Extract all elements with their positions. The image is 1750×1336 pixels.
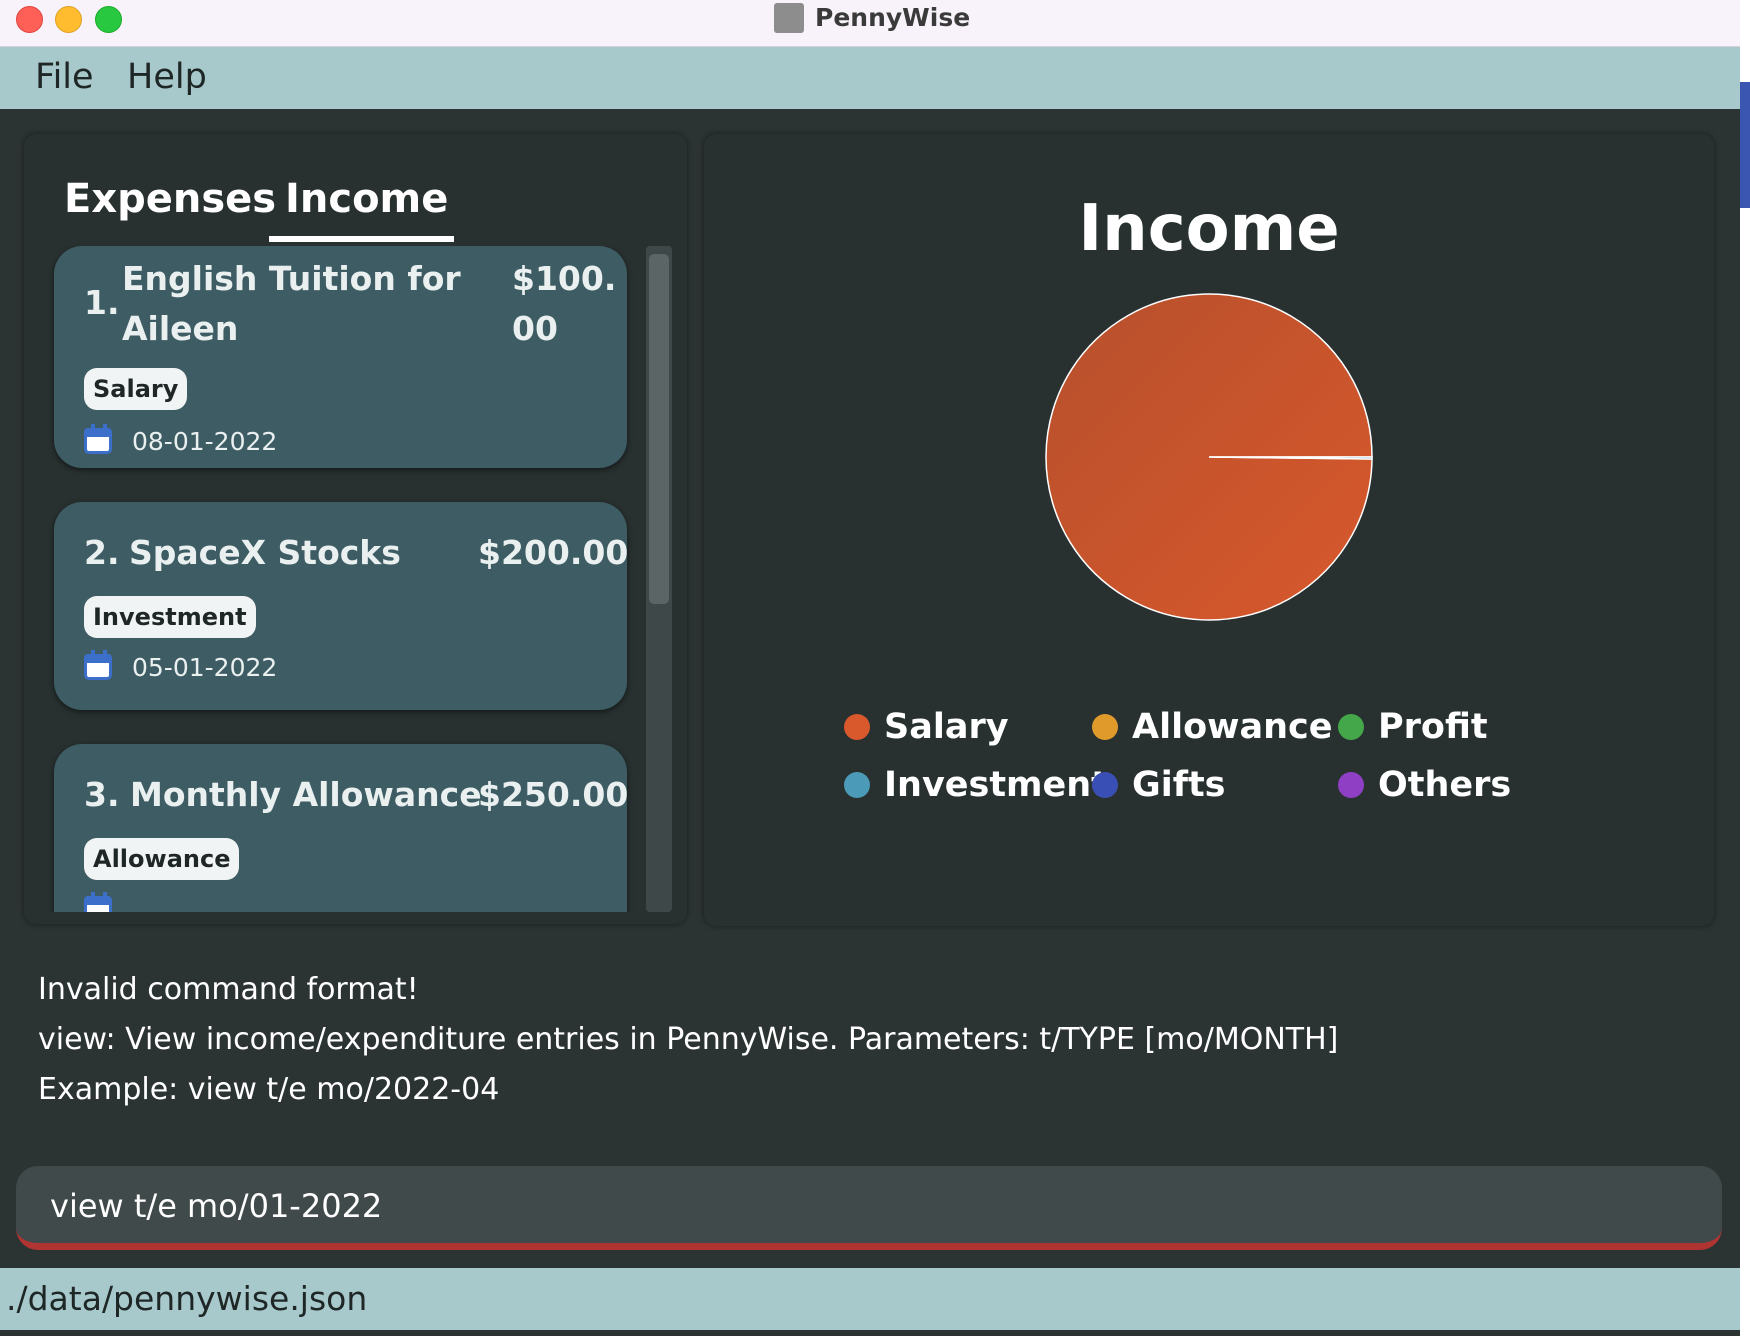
- legend-label: Salary: [884, 707, 1009, 747]
- result-line: view: View income/expenditure entries in…: [38, 1022, 1339, 1057]
- entry-title: Monthly Allowance: [130, 775, 482, 814]
- background-window-edge: [1740, 82, 1750, 208]
- calendar-icon: [84, 424, 112, 454]
- legend-dot-icon: [844, 772, 870, 798]
- calendar-icon: [84, 892, 112, 912]
- title-bar: PennyWise: [0, 0, 1740, 47]
- entry-card[interactable]: 3. Monthly Allowance $250.00 Allowance: [54, 744, 629, 912]
- legend-dot-icon: [1092, 714, 1118, 740]
- result-line: Invalid command format!: [38, 972, 419, 1007]
- command-box: [16, 1166, 1722, 1250]
- legend-label: Allowance: [1132, 707, 1333, 747]
- entry-index: 3.: [84, 775, 120, 814]
- legend-label: Investment: [884, 765, 1108, 805]
- legend-label: Profit: [1378, 707, 1488, 747]
- category-tag: Allowance: [84, 838, 240, 880]
- entry-list-panel: Expenses Income 1. English Tuition for A…: [24, 134, 687, 924]
- legend-dot-icon: [1338, 772, 1364, 798]
- menu-help[interactable]: Help: [127, 57, 207, 97]
- entry-list[interactable]: 1. English Tuition for Aileen $100. 00 S…: [24, 246, 687, 912]
- entry-title: English Tuition for Aileen: [122, 259, 461, 348]
- pie-slice-investment: [1208, 456, 1373, 460]
- legend-dot-icon: [844, 714, 870, 740]
- tab-expenses[interactable]: Expenses: [64, 176, 277, 222]
- category-tag: Investment: [84, 596, 256, 638]
- app-logo-icon: [774, 3, 804, 33]
- entry-card[interactable]: 2. SpaceX Stocks $200.00 Investment 05-0…: [54, 502, 629, 710]
- entry-title: SpaceX Stocks: [129, 533, 401, 572]
- result-display: Invalid command format! view: View incom…: [38, 965, 1698, 1115]
- minimize-window-button[interactable]: [55, 6, 82, 33]
- entry-card[interactable]: 1. English Tuition for Aileen $100. 00 S…: [54, 246, 627, 468]
- result-line: Example: view t/e mo/2022-04: [38, 1072, 500, 1107]
- close-window-button[interactable]: [16, 6, 43, 33]
- status-bar: ./data/pennywise.json: [0, 1268, 1740, 1330]
- entry-amount: $250.00: [478, 775, 629, 814]
- legend-label: Gifts: [1132, 765, 1226, 805]
- entry-amount: $100. 00: [512, 259, 617, 348]
- legend-dot-icon: [1092, 772, 1118, 798]
- category-tag: Salary: [84, 368, 188, 410]
- legend-label: Others: [1378, 765, 1512, 805]
- entry-date-text: 05-01-2022: [132, 653, 278, 682]
- command-input[interactable]: [48, 1176, 1692, 1236]
- chart-title: Income: [1078, 192, 1340, 266]
- menu-bar: File Help: [0, 47, 1740, 109]
- entry-index: 2.: [84, 533, 120, 572]
- window-title: PennyWise: [815, 3, 971, 32]
- scrollbar-thumb[interactable]: [649, 254, 669, 604]
- list-scrollbar[interactable]: [646, 246, 672, 912]
- legend-dot-icon: [1338, 714, 1364, 740]
- calendar-icon: [84, 650, 112, 680]
- active-tab-indicator: [269, 236, 454, 242]
- chart-legend: Salary Allowance Profit Investment Gifts Othe…: [844, 702, 1604, 822]
- menu-file[interactable]: File: [35, 57, 94, 97]
- entry-date-text: 08-01-2022: [132, 427, 278, 456]
- maximize-window-button[interactable]: [95, 6, 122, 33]
- entry-index: 1.: [84, 283, 120, 322]
- chart-panel: Income Salary Allowance Profit Investment Gi…: [704, 134, 1714, 926]
- data-file-path: ./data/pennywise.json: [6, 1279, 368, 1318]
- income-pie-chart: [1045, 293, 1373, 621]
- tab-income[interactable]: Income: [285, 176, 449, 222]
- entry-amount: $200.00: [478, 533, 629, 572]
